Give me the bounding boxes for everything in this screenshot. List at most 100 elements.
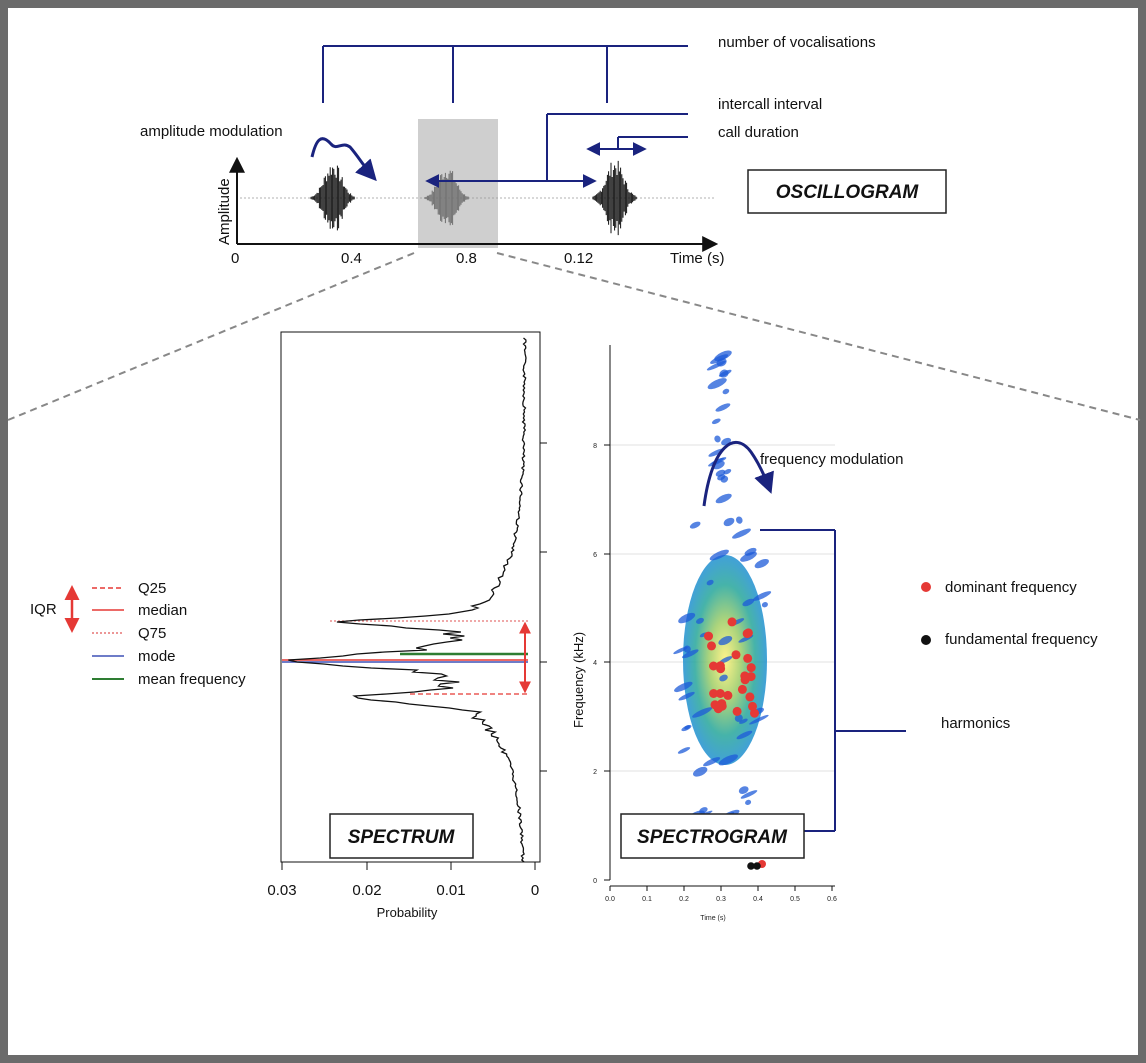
spectrum-tick-3: 0 xyxy=(531,882,539,899)
spectrum-bottom-box xyxy=(329,813,474,859)
dominant-frequency-legend-dot xyxy=(921,582,931,592)
energy-streak xyxy=(736,516,743,524)
zoom-guide-right xyxy=(496,252,1141,421)
energy-streak xyxy=(707,378,727,390)
spectrum-x-ticks xyxy=(281,862,536,870)
spectrogram-ylabel: Frequency (kHz) xyxy=(571,632,586,728)
spectrogram-title: SPECTROGRAM xyxy=(637,827,788,848)
energy-streak xyxy=(714,435,721,443)
energy-streak xyxy=(739,718,748,724)
spectrum-plot-area xyxy=(280,331,541,863)
energy-streak xyxy=(714,350,732,362)
energy-streak xyxy=(736,730,753,740)
oscillogram-panel: Amplitude 0 0.4 0.8 0.12 Time (s) number… xyxy=(140,34,947,267)
dominant-frequency-point xyxy=(704,631,713,641)
energy-streak xyxy=(683,645,691,653)
energy-streak xyxy=(711,418,721,425)
spectrogram-xtick-4: 0.4 xyxy=(753,896,763,903)
energy-streak xyxy=(754,558,769,569)
legend-label-median: median xyxy=(138,602,187,619)
energy-streak xyxy=(674,681,693,693)
oscillogram-title-box xyxy=(747,169,947,214)
energy-streak xyxy=(715,403,731,412)
dominant-frequency-point xyxy=(750,708,759,718)
frequency-modulation-arrow xyxy=(702,440,774,507)
energy-streak xyxy=(752,591,772,601)
energy-streak xyxy=(709,549,729,561)
energy-streak xyxy=(722,388,730,395)
spectrogram-ytick-3: 6 xyxy=(593,552,597,559)
number-of-vocalisations-label: number of vocalisations xyxy=(718,34,876,51)
spectrum-tick-2: 0.01 xyxy=(436,882,465,899)
energy-streak xyxy=(720,475,729,483)
dominant-frequency-point xyxy=(748,701,757,711)
legend-label-q25: Q25 xyxy=(138,580,166,597)
oscillogram-ylabel: Amplitude xyxy=(216,178,233,245)
energy-streak xyxy=(740,551,757,562)
zoom-guide-left xyxy=(7,252,415,421)
energy-streak xyxy=(715,493,732,504)
harmonics-label: harmonics xyxy=(941,715,1010,732)
energy-streak xyxy=(719,674,728,682)
dominant-frequency-point xyxy=(731,650,741,660)
frequency-modulation-label: frequency modulation xyxy=(760,451,903,468)
energy-streak xyxy=(723,517,735,527)
energy-streak xyxy=(693,766,708,777)
spectrogram-xlabel: Time (s) xyxy=(700,915,725,922)
spectrogram-energy xyxy=(673,350,772,844)
energy-streak xyxy=(706,579,714,586)
energy-streak xyxy=(761,602,768,608)
dominant-frequency-point xyxy=(740,671,750,681)
dominant-frequency-point xyxy=(732,706,742,716)
call-duration-label: call duration xyxy=(718,124,799,141)
energy-streak xyxy=(715,469,726,477)
legend-label-q75: Q75 xyxy=(138,625,166,642)
energy-streak xyxy=(708,448,724,457)
spectrogram-xtick-5: 0.5 xyxy=(790,896,800,903)
energy-streak xyxy=(749,714,769,725)
waveforms xyxy=(310,160,637,236)
energy-streak xyxy=(719,369,729,378)
oscillogram-xlabel: Time (s) xyxy=(670,250,724,267)
fundamental-frequency-point xyxy=(747,862,755,870)
dominant-frequency-point xyxy=(715,661,725,671)
dominant-frequency-point xyxy=(709,661,718,671)
spectrum-panel: 0.03 0.02 0.01 0 Probability IQR Q25 med… xyxy=(30,331,547,920)
energy-streak xyxy=(678,691,695,701)
energy-streak xyxy=(718,754,738,766)
fundamental-frequency-legend-dot xyxy=(921,635,931,645)
spectrogram-xtick-0: 0.0 xyxy=(605,896,615,903)
dominant-frequency-point xyxy=(723,690,733,700)
energy-streak xyxy=(692,707,713,718)
spectrum-right-ticks xyxy=(540,442,547,772)
dominant-frequency-legend-label: dominant frequency xyxy=(945,579,1077,596)
energy-streak xyxy=(742,598,755,607)
spectrum-curve xyxy=(288,337,527,863)
energy-streak xyxy=(723,469,732,475)
dominant-frequency-point xyxy=(727,617,737,627)
dominant-frequency-point xyxy=(745,692,755,702)
dominant-frequency-point xyxy=(715,689,725,698)
energy-streak xyxy=(734,714,743,722)
spectrum-tick-0: 0.03 xyxy=(267,882,296,899)
energy-streak xyxy=(677,747,691,754)
amplitude-modulation-arrow xyxy=(310,137,377,182)
energy-streak xyxy=(738,786,749,794)
legend-label-mean: mean frequency xyxy=(138,671,246,688)
spectrogram-x-ticks xyxy=(609,886,833,891)
dominant-frequency-point xyxy=(737,684,747,694)
energy-streak xyxy=(740,790,758,799)
energy-streak xyxy=(732,528,751,539)
oscillogram-tick-3: 0.12 xyxy=(564,250,593,267)
spectrogram-y-ticks xyxy=(604,444,610,881)
oscillogram-tick-2: 0.8 xyxy=(456,250,477,267)
energy-streak xyxy=(744,547,757,556)
energy-streak xyxy=(706,360,726,371)
intercall-interval-marker xyxy=(425,113,688,188)
harmonics-bracket xyxy=(760,529,906,832)
call-waveform-3 xyxy=(592,160,637,236)
legend-label-mode: mode xyxy=(138,648,176,665)
